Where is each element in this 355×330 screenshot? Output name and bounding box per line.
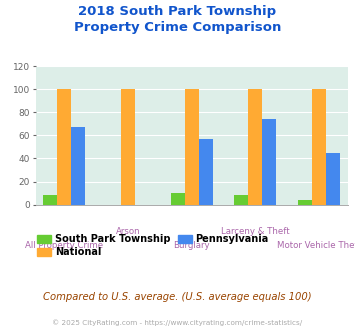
Text: Compared to U.S. average. (U.S. average equals 100): Compared to U.S. average. (U.S. average … xyxy=(43,292,312,302)
Text: All Property Crime: All Property Crime xyxy=(25,241,103,249)
Bar xyxy=(57,89,71,205)
Legend: South Park Township, National, Pennsylvania: South Park Township, National, Pennsylva… xyxy=(33,230,273,261)
Bar xyxy=(199,139,213,205)
Text: Burglary: Burglary xyxy=(173,241,210,249)
Bar xyxy=(262,119,277,205)
Bar xyxy=(43,195,57,205)
Bar xyxy=(248,89,262,205)
Text: Larceny & Theft: Larceny & Theft xyxy=(221,227,290,236)
Text: © 2025 CityRating.com - https://www.cityrating.com/crime-statistics/: © 2025 CityRating.com - https://www.city… xyxy=(53,319,302,326)
Text: Motor Vehicle Theft: Motor Vehicle Theft xyxy=(277,241,355,249)
Bar xyxy=(326,152,340,205)
Bar xyxy=(298,200,312,205)
Bar xyxy=(71,127,85,205)
Bar xyxy=(121,89,135,205)
Bar xyxy=(171,193,185,205)
Text: Arson: Arson xyxy=(116,227,140,236)
Bar xyxy=(185,89,199,205)
Bar xyxy=(234,195,248,205)
Text: 2018 South Park Township
Property Crime Comparison: 2018 South Park Township Property Crime … xyxy=(74,5,281,34)
Bar xyxy=(312,89,326,205)
